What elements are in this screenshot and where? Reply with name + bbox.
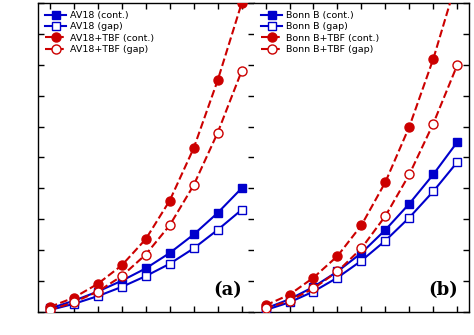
Legend: AV18 (cont.), AV18 (gap), AV18+TBF (cont.), AV18+TBF (gap): AV18 (cont.), AV18 (gap), AV18+TBF (cont… bbox=[43, 8, 157, 57]
Text: (b): (b) bbox=[428, 281, 458, 299]
Legend: Bonn B (cont.), Bonn B (gap), Bonn B+TBF (cont.), Bonn B+TBF (gap): Bonn B (cont.), Bonn B (gap), Bonn B+TBF… bbox=[258, 8, 382, 57]
Text: (a): (a) bbox=[213, 281, 242, 299]
